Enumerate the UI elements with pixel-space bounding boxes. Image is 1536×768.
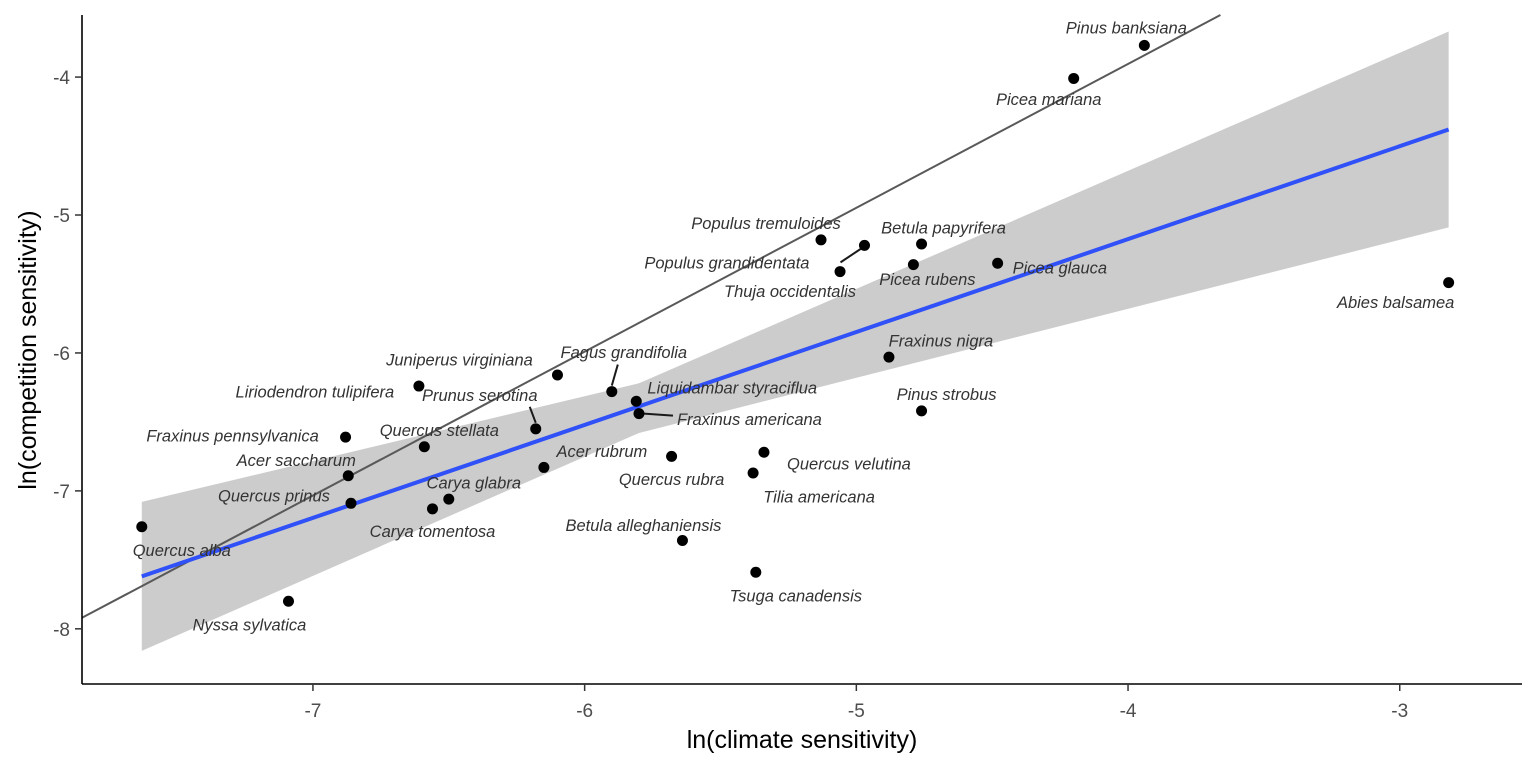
confidence-band [141, 31, 1449, 651]
leader-fraxinus-americana [643, 412, 674, 417]
point-quercus-velutina [758, 446, 770, 458]
point-picea-mariana [1068, 72, 1080, 84]
label-fraxinus-nigra: Fraxinus nigra [889, 332, 994, 350]
point-carya-tomentosa [426, 503, 438, 515]
point-populus-grandidentata [858, 239, 870, 251]
label-pinus-strobus: Pinus strobus [897, 386, 997, 404]
label-carya-tomentosa: Carya tomentosa [370, 523, 496, 541]
point-tilia-americana [747, 467, 759, 479]
point-acer-saccharum [342, 470, 354, 482]
label-picea-glauca: Picea glauca [1013, 260, 1107, 278]
label-populus-grandidentata: Populus grandidentata [644, 255, 809, 273]
label-leader-layer [528, 247, 863, 424]
label-liriodendron-tulipifera: Liriodendron tulipifera [236, 383, 395, 401]
x-tick-label: -7 [304, 701, 321, 722]
point-quercus-stellata [418, 441, 430, 453]
y-axis-title: ln(competition sensitivity) [14, 210, 42, 489]
x-tick-label: -3 [1391, 701, 1408, 722]
point-liriodendron-tulipifera [413, 380, 425, 392]
point-acer-rubrum [538, 461, 550, 473]
label-quercus-rubra: Quercus rubra [619, 471, 724, 489]
label-betula-alleghaniensis: Betula alleghaniensis [565, 517, 721, 535]
x-tick-label: -6 [576, 701, 593, 722]
point-thuja-occidentalis [834, 266, 846, 278]
label-quercus-stellata: Quercus stellata [380, 422, 499, 440]
fit-line [141, 127, 1450, 579]
point-picea-rubens [907, 259, 919, 271]
reference-line [81, 14, 1221, 619]
point-juniperus-virginiana [551, 369, 563, 381]
point-prunus-serotina [530, 423, 542, 435]
label-acer-rubrum: Acer rubrum [555, 443, 647, 461]
point-label-layer: Pinus banksiana Picea mariana Populus trem… [133, 20, 1455, 635]
label-fraxinus-pennsylvanica: Fraxinus pennsylvanica [146, 427, 318, 445]
label-liquidambar-styraciflua: Liquidambar styraciflua [647, 380, 817, 398]
label-picea-rubens: Picea rubens [879, 271, 975, 289]
label-prunus-serotina: Prunus serotina [422, 387, 538, 405]
label-nyssa-sylvatica: Nyssa sylvatica [193, 617, 307, 635]
point-tsuga-canadensis [750, 566, 762, 578]
label-juniperus-virginiana: Juniperus virginiana [385, 351, 533, 369]
label-pinus-banksiana: Pinus banksiana [1066, 20, 1187, 38]
label-quercus-velutina: Quercus velutina [787, 456, 911, 474]
leader-fagus-grandifolia [610, 364, 619, 386]
label-abies-balsamea: Abies balsamea [1336, 294, 1454, 312]
label-betula-papyrifera: Betula papyrifera [881, 219, 1006, 237]
y-tick-label: -7 [53, 482, 70, 503]
label-thuja-occidentalis: Thuja occidentalis [724, 283, 856, 301]
y-tick-label: -6 [53, 344, 70, 365]
label-quercus-alba: Quercus alba [133, 542, 231, 560]
leader-populus-grandidentata [839, 247, 863, 264]
point-populus-tremuloides [815, 234, 827, 246]
point-pinus-banksiana [1138, 39, 1150, 51]
y-tick-label: -5 [53, 206, 70, 227]
data-point-layer [136, 39, 1455, 607]
point-fraxinus-nigra [883, 351, 895, 363]
point-quercus-alba [136, 521, 148, 533]
fit-line-layer [141, 127, 1450, 579]
label-fraxinus-americana: Fraxinus americana [677, 411, 822, 429]
x-tick-label: -5 [848, 701, 865, 722]
y-ticks: -8 -7 -6 -5 -4 [53, 68, 82, 641]
point-betula-alleghaniensis [676, 535, 688, 547]
axes [81, 15, 1522, 685]
leader-prunus-serotina [528, 406, 537, 424]
y-tick-label: -8 [53, 620, 70, 641]
point-abies-balsamea [1443, 277, 1455, 289]
point-betula-papyrifera [916, 238, 928, 250]
point-pinus-strobus [916, 405, 928, 417]
label-tsuga-canadensis: Tsuga canadensis [730, 588, 862, 606]
label-quercus-prinus: Quercus prinus [218, 488, 330, 506]
point-liquidambar-styraciflua [630, 395, 642, 407]
point-quercus-prinus [345, 497, 357, 509]
reference-line-layer [81, 14, 1221, 619]
point-nyssa-sylvatica [282, 595, 294, 607]
x-tick-label: -4 [1120, 701, 1137, 722]
point-fagus-grandifolia [606, 386, 618, 398]
label-picea-mariana: Picea mariana [996, 91, 1101, 109]
point-picea-glauca [992, 257, 1004, 269]
x-axis-title: ln(climate sensitivity) [687, 726, 918, 754]
point-fraxinus-americana [633, 408, 645, 420]
label-populus-tremuloides: Populus tremuloides [691, 215, 841, 233]
point-carya-glabra [443, 493, 455, 505]
confidence-band-layer [141, 31, 1449, 651]
point-fraxinus-pennsylvanica [340, 431, 352, 443]
label-tilia-americana: Tilia americana [763, 488, 875, 506]
point-quercus-rubra [666, 450, 678, 462]
label-carya-glabra: Carya glabra [427, 475, 521, 493]
y-tick-label: -4 [53, 68, 70, 89]
label-fagus-grandifolia: Fagus grandifolia [561, 344, 688, 362]
x-ticks: -7 -6 -5 -4 -3 [304, 684, 1408, 722]
label-acer-saccharum: Acer saccharum [236, 452, 356, 470]
